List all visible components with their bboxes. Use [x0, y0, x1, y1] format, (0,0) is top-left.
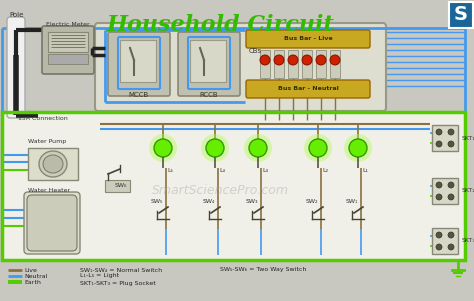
FancyBboxPatch shape [178, 32, 240, 96]
Text: Bus Bar - Neutral: Bus Bar - Neutral [278, 86, 338, 92]
Text: SW₅: SW₅ [151, 199, 164, 204]
Text: 15A Connection: 15A Connection [18, 116, 68, 121]
Text: SKT₂: SKT₂ [462, 188, 474, 194]
FancyBboxPatch shape [7, 17, 25, 118]
Circle shape [436, 129, 442, 135]
Text: L₁-L₅ = Light: L₁-L₅ = Light [80, 274, 119, 278]
Text: L₃: L₃ [262, 168, 268, 173]
Bar [8, 280, 22, 284]
Bar [274, 50, 284, 78]
Text: RCCB: RCCB [200, 92, 219, 98]
Bar [28, 148, 78, 180]
Text: L₂: L₂ [322, 168, 328, 173]
Text: SW₅-SW₆ = Two Way Switch: SW₅-SW₆ = Two Way Switch [220, 268, 306, 272]
Circle shape [244, 134, 272, 162]
Text: L₅: L₅ [167, 168, 173, 173]
Text: Electric Meter: Electric Meter [46, 22, 90, 27]
FancyBboxPatch shape [246, 80, 370, 98]
Circle shape [436, 244, 442, 250]
Circle shape [448, 141, 454, 147]
Circle shape [448, 129, 454, 135]
Text: Live: Live [24, 268, 37, 272]
Bar [288, 50, 298, 78]
Text: L₁: L₁ [362, 168, 368, 173]
Text: MCCB: MCCB [129, 92, 149, 98]
Circle shape [288, 55, 298, 65]
FancyBboxPatch shape [42, 26, 94, 74]
Ellipse shape [43, 155, 63, 173]
Bar [432, 178, 458, 204]
Circle shape [436, 232, 442, 238]
Text: SW₂: SW₂ [306, 199, 319, 204]
Circle shape [260, 55, 270, 65]
Text: SW₁: SW₁ [346, 199, 358, 204]
Circle shape [249, 139, 267, 157]
Bar [2, 112, 465, 260]
Text: Earth: Earth [24, 280, 41, 284]
Text: SW₁-SW₄ = Normal Switch: SW₁-SW₄ = Normal Switch [80, 268, 162, 272]
Bar [432, 228, 458, 254]
Text: SW₆: SW₆ [115, 183, 128, 188]
Text: SW₃: SW₃ [246, 199, 258, 204]
Text: SKT₁: SKT₁ [462, 135, 474, 141]
Bar [48, 32, 88, 52]
Circle shape [316, 55, 326, 65]
Circle shape [154, 139, 172, 157]
Text: SKT₃: SKT₃ [462, 238, 474, 244]
Text: Household Circuit: Household Circuit [106, 14, 334, 36]
Bar [48, 54, 88, 64]
Circle shape [436, 141, 442, 147]
Bar [432, 125, 458, 151]
FancyBboxPatch shape [108, 32, 170, 96]
Circle shape [436, 182, 442, 188]
Bar [120, 40, 156, 82]
Circle shape [330, 55, 340, 65]
Text: Neutral: Neutral [24, 274, 47, 278]
Text: SmartSciencePro.com: SmartSciencePro.com [152, 184, 289, 197]
Circle shape [149, 134, 177, 162]
Circle shape [344, 134, 372, 162]
Circle shape [436, 194, 442, 200]
Text: S: S [454, 5, 468, 24]
Circle shape [448, 194, 454, 200]
Text: SW₄: SW₄ [203, 199, 216, 204]
Circle shape [448, 244, 454, 250]
Text: Bus Bar - Live: Bus Bar - Live [283, 36, 332, 42]
Text: L₄: L₄ [219, 168, 225, 173]
FancyBboxPatch shape [27, 195, 77, 251]
Text: Pole: Pole [9, 12, 23, 18]
Bar [190, 40, 226, 82]
Circle shape [448, 182, 454, 188]
Bar [316, 50, 326, 78]
Circle shape [448, 232, 454, 238]
Text: Water Heater: Water Heater [28, 188, 70, 193]
Text: Water Pump: Water Pump [28, 139, 66, 144]
Circle shape [201, 134, 229, 162]
Bar [330, 50, 340, 78]
Bar [449, 2, 473, 28]
FancyBboxPatch shape [95, 23, 386, 111]
Bar [2, 112, 465, 260]
Ellipse shape [39, 151, 67, 177]
Bar [260, 50, 270, 78]
Text: SKT₁-SKT₃ = Plug Socket: SKT₁-SKT₃ = Plug Socket [80, 281, 156, 286]
Bar [105, 180, 130, 192]
Text: CBs: CBs [249, 48, 262, 54]
Bar [302, 50, 312, 78]
Circle shape [274, 55, 284, 65]
Circle shape [349, 139, 367, 157]
Circle shape [309, 139, 327, 157]
Circle shape [302, 55, 312, 65]
FancyBboxPatch shape [24, 192, 80, 254]
Circle shape [206, 139, 224, 157]
Circle shape [304, 134, 332, 162]
FancyBboxPatch shape [246, 30, 370, 48]
